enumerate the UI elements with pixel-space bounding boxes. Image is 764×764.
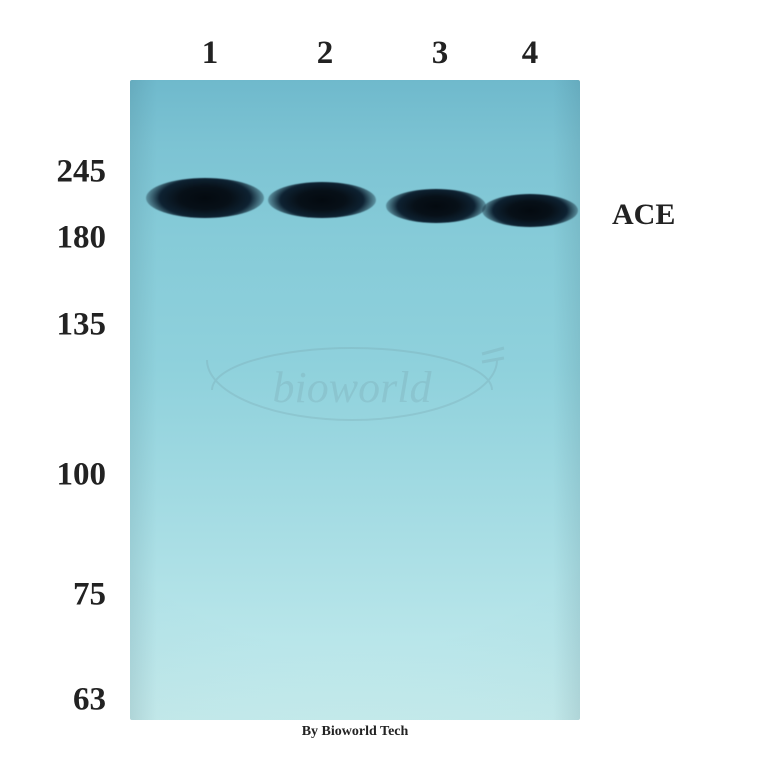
- mw-marker-100: 100: [57, 457, 107, 494]
- mw-marker-75: 75: [73, 577, 106, 614]
- mw-marker-245: 245: [57, 154, 107, 191]
- mw-marker-180: 180: [57, 220, 107, 257]
- band-lane-3: [386, 189, 486, 223]
- lane-label-4: 4: [522, 35, 539, 72]
- lane-label-3: 3: [432, 35, 449, 72]
- credit-text: By Bioworld Tech: [302, 724, 409, 740]
- lane-label-2: 2: [317, 35, 334, 72]
- protein-label-ace: ACE: [612, 198, 675, 232]
- blot-membrane: [130, 80, 580, 720]
- blot-background: [130, 80, 580, 720]
- figure-container: bioworld 1234 2451801351007563 ACE By Bi…: [0, 0, 764, 764]
- band-lane-1: [146, 178, 264, 218]
- lane-label-1: 1: [202, 35, 219, 72]
- mw-marker-63: 63: [73, 682, 106, 719]
- band-lane-2: [268, 182, 376, 218]
- band-lane-4: [482, 194, 578, 227]
- mw-marker-135: 135: [57, 307, 107, 344]
